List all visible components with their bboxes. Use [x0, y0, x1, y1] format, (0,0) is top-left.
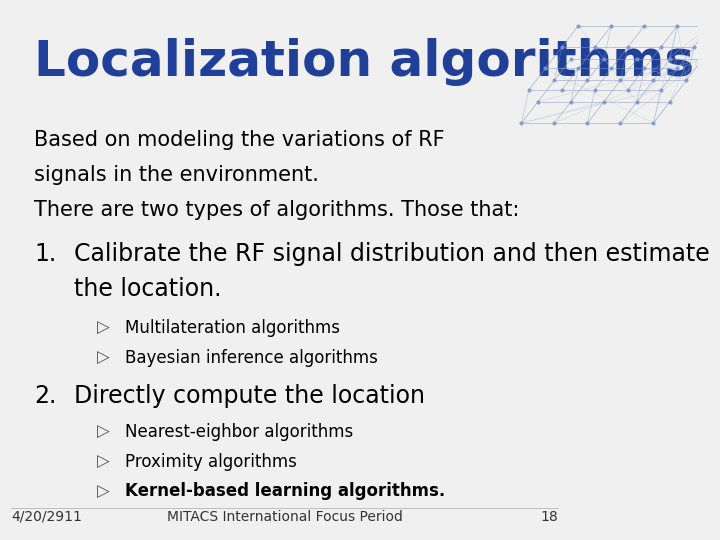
Text: ▷: ▷ [97, 483, 109, 501]
Text: Multilateration algorithms: Multilateration algorithms [125, 319, 341, 337]
Text: There are two types of algorithms. Those that:: There are two types of algorithms. Those… [34, 200, 520, 220]
Text: 18: 18 [541, 510, 558, 524]
Text: Kernel-based learning algorithms.: Kernel-based learning algorithms. [125, 483, 446, 501]
Text: ▷: ▷ [97, 453, 109, 471]
Text: Localization algorithms: Localization algorithms [34, 38, 694, 86]
Text: 4/20/2911: 4/20/2911 [12, 510, 82, 524]
Text: ▷: ▷ [97, 423, 109, 441]
Text: the location.: the location. [74, 277, 222, 301]
Text: Bayesian inference algorithms: Bayesian inference algorithms [125, 349, 378, 367]
Text: ▷: ▷ [97, 319, 109, 337]
Text: 2.: 2. [34, 384, 57, 408]
Text: ▷: ▷ [97, 349, 109, 367]
Text: 1.: 1. [34, 242, 56, 266]
Text: Based on modeling the variations of RF: Based on modeling the variations of RF [34, 130, 445, 150]
Text: Proximity algorithms: Proximity algorithms [125, 453, 297, 471]
Text: MITACS International Focus Period: MITACS International Focus Period [167, 510, 402, 524]
Text: Calibrate the RF signal distribution and then estimate: Calibrate the RF signal distribution and… [74, 242, 710, 266]
Text: signals in the environment.: signals in the environment. [34, 165, 319, 185]
Text: Nearest-eighbor algorithms: Nearest-eighbor algorithms [125, 423, 354, 441]
Text: Directly compute the location: Directly compute the location [74, 384, 425, 408]
